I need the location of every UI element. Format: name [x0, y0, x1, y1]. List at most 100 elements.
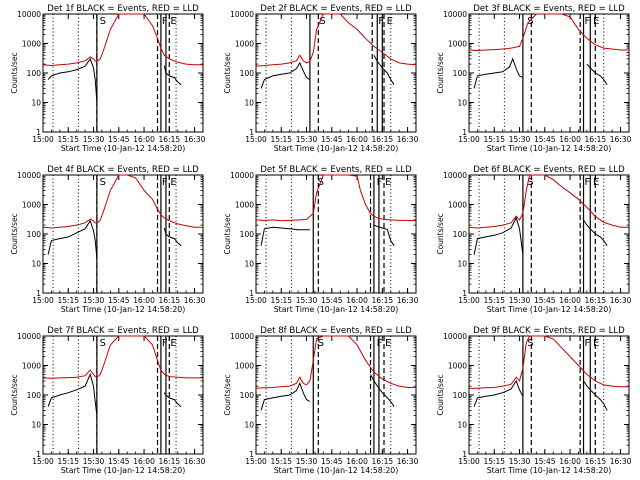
- marker-label-e: E: [593, 16, 599, 27]
- y-tick-label: 10000: [230, 171, 254, 180]
- x-tick-label: 15:00: [32, 457, 54, 466]
- x-tick-label: 15:15: [270, 296, 292, 305]
- series-events-line: [473, 57, 524, 89]
- x-axis-label: Start Time (10-Jan-12 14:58:20): [61, 466, 186, 475]
- chart-panel-4: Det 4f BLACK = Events, RED = LLD 1 10 100 10…: [10, 165, 206, 314]
- series-events-line: [373, 224, 395, 246]
- marker-label-f: F: [377, 177, 383, 188]
- y-axis-label: Counts/sec: [436, 374, 445, 415]
- series-events-line: [163, 65, 182, 86]
- chart-panel-7: Det 7f BLACK = Events, RED = LLD 1 10 100 10…: [10, 326, 206, 475]
- y-tick-label: 10000: [230, 10, 254, 19]
- series-events-line: [370, 374, 395, 407]
- series-lld-line: [469, 335, 629, 389]
- x-tick-label: 15:45: [321, 457, 343, 466]
- marker-label-f: F: [585, 338, 591, 349]
- y-axis-label: Counts/sec: [223, 213, 232, 254]
- series-lld-line: [42, 335, 203, 379]
- x-tick-label: 16:30: [610, 457, 632, 466]
- x-tick-label: 15:45: [534, 135, 556, 144]
- marker-label-s: S: [100, 338, 106, 349]
- chart-title: Det 4f BLACK = Events, RED = LLD: [47, 165, 199, 175]
- x-tick-label: 15:45: [534, 457, 556, 466]
- x-axis-label: Start Time (10-Jan-12 14:58:20): [487, 466, 612, 475]
- y-tick-label: 10: [457, 260, 467, 269]
- x-tick-label: 16:15: [372, 457, 394, 466]
- x-tick-label: 15:30: [296, 457, 318, 466]
- x-tick-label: 16:15: [159, 296, 181, 305]
- series-events-line: [260, 381, 311, 411]
- marker-label-f: F: [162, 177, 168, 188]
- marker-label-s: S: [100, 177, 106, 188]
- x-tick-label: 16:30: [610, 135, 632, 144]
- y-tick-label: 1000: [235, 201, 254, 210]
- plot-frame: [255, 335, 417, 455]
- series-events-line: [473, 379, 524, 407]
- x-tick-label: 15:15: [483, 296, 505, 305]
- x-tick-label: 15:45: [321, 296, 343, 305]
- chart-title: Det 8f BLACK = Events, RED = LLD: [260, 326, 412, 336]
- x-tick-label: 16:00: [133, 296, 155, 305]
- x-tick-label: 15:00: [458, 457, 480, 466]
- y-tick-label: 10: [244, 99, 254, 108]
- chart-panel-1: Det 1f BLACK = Events, RED = LLD 1 10 100 10…: [10, 4, 206, 153]
- y-tick-label: 10: [31, 99, 41, 108]
- y-tick-label: 100: [453, 230, 468, 239]
- series-lld-line: [42, 174, 203, 229]
- plot-frame: [42, 13, 204, 133]
- x-tick-label: 15:45: [108, 457, 130, 466]
- y-tick-label: 100: [27, 230, 42, 239]
- series-lld-line: [255, 174, 417, 222]
- y-tick-label: 10000: [443, 171, 467, 180]
- marker-label-s: S: [527, 177, 533, 188]
- y-tick-label: 1: [36, 128, 41, 137]
- x-axis-label: Start Time (10-Jan-12 14:58:20): [274, 305, 399, 314]
- x-tick-label: 16:00: [346, 296, 368, 305]
- y-tick-label: 1000: [22, 201, 41, 210]
- series-lld-line: [468, 13, 629, 52]
- marker-label-f: F: [585, 16, 591, 27]
- x-tick-label: 16:30: [397, 135, 419, 144]
- series-events-line: [583, 380, 608, 411]
- x-tick-label: 15:00: [458, 296, 480, 305]
- x-tick-label: 15:30: [83, 457, 105, 466]
- x-axis-label: Start Time (10-Jan-12 14:58:20): [487, 144, 612, 153]
- x-tick-label: 15:15: [57, 457, 79, 466]
- series-lld-line: [255, 335, 416, 389]
- x-tick-label: 16:00: [346, 135, 368, 144]
- chart-title: Det 1f BLACK = Events, RED = LLD: [47, 4, 199, 14]
- y-tick-label: 10: [31, 260, 41, 269]
- chart-title: Det 3f BLACK = Events, RED = LLD: [473, 4, 625, 14]
- x-tick-label: 15:30: [509, 135, 531, 144]
- y-tick-label: 10: [457, 99, 467, 108]
- x-tick-label: 15:00: [458, 135, 480, 144]
- x-tick-label: 15:15: [270, 457, 292, 466]
- x-tick-label: 15:00: [32, 135, 54, 144]
- y-tick-label: 1: [36, 289, 41, 298]
- y-tick-label: 1: [462, 289, 467, 298]
- y-axis-label: Counts/sec: [10, 52, 19, 93]
- x-axis-label: Start Time (10-Jan-12 14:58:20): [61, 305, 186, 314]
- x-tick-label: 16:15: [372, 296, 394, 305]
- y-tick-label: 10000: [17, 171, 41, 180]
- y-tick-label: 100: [27, 391, 42, 400]
- marker-label-e: E: [593, 177, 599, 188]
- x-tick-label: 16:00: [559, 296, 581, 305]
- x-tick-label: 15:45: [108, 296, 130, 305]
- x-tick-label: 16:00: [133, 457, 155, 466]
- marker-label-s: S: [318, 338, 324, 349]
- series-events-line: [47, 57, 98, 103]
- series-lld-line: [255, 13, 417, 67]
- y-tick-label: 1: [249, 289, 254, 298]
- x-tick-label: 16:15: [585, 135, 607, 144]
- marker-label-e: E: [170, 16, 176, 27]
- chart-panel-3: Det 3f BLACK = Events, RED = LLD 1 10 100 10…: [436, 4, 632, 153]
- y-axis-label: Counts/sec: [223, 374, 232, 415]
- y-tick-label: 10: [244, 260, 254, 269]
- marker-label-e: E: [385, 338, 391, 349]
- x-tick-label: 15:30: [83, 135, 105, 144]
- plot-frame: [255, 174, 417, 294]
- y-tick-label: 10000: [230, 332, 254, 341]
- chart-panel-8: Det 8f BLACK = Events, RED = LLD 1 10 100 10…: [223, 326, 419, 475]
- x-tick-label: 16:30: [184, 296, 206, 305]
